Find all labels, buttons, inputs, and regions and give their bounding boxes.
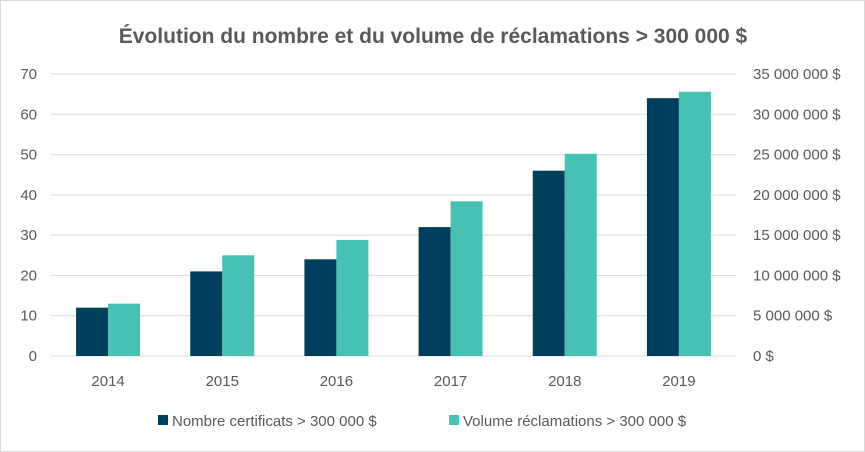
bar-nombre-2014: [76, 307, 109, 356]
gridlines: [51, 73, 736, 357]
x-axis: 2014 2015 2016 2017 2018 2019: [91, 373, 695, 390]
x-tick-label: 2014: [91, 373, 124, 390]
y-left-tick-label: 70: [20, 66, 37, 83]
x-tick-label: 2015: [206, 373, 239, 390]
y-left-tick-label: 30: [20, 227, 37, 244]
x-tick-label: 2016: [320, 373, 353, 390]
y-right-tick-label: 5 000 000 $: [753, 308, 833, 325]
bar-volume-2017: [450, 201, 483, 356]
bar-volume-2014: [108, 303, 141, 356]
legend-label-nombre: Nombre certificats > 300 000 $: [172, 413, 377, 430]
bar-nombre-2015: [190, 271, 223, 356]
y-left-tick-label: 50: [20, 147, 37, 164]
bar-nombre-2018: [532, 170, 565, 356]
x-tick-label: 2017: [434, 373, 467, 390]
y-right-tick-label: 35 000 000 $: [753, 66, 841, 83]
y-left-tick-label: 0: [29, 348, 37, 365]
bar-nombre-2016: [304, 259, 337, 356]
bar-volume-2016: [336, 239, 369, 356]
bar-nombre-2019: [646, 98, 679, 357]
bar-volume-2018: [564, 153, 597, 356]
y-right-tick-label: 10 000 000 $: [753, 267, 841, 284]
legend-swatch-nombre: [158, 415, 168, 425]
y-right-tick-label: 20 000 000 $: [753, 187, 841, 204]
y-right-tick-label: 25 000 000 $: [753, 147, 841, 164]
y-right-tick-label: 30 000 000 $: [753, 106, 841, 123]
x-tick-label: 2018: [548, 373, 581, 390]
legend-swatch-volume: [449, 415, 459, 425]
y-axis-right: 0 $ 5 000 000 $ 10 000 000 $ 15 000 000 $ 20…: [753, 66, 841, 365]
y-right-tick-label: 15 000 000 $: [753, 227, 841, 244]
bar-nombre-2017: [418, 227, 451, 356]
bar-volume-2015: [222, 255, 255, 356]
chart-title: Évolution du nombre et du volume de récl…: [119, 25, 748, 48]
legend: Nombre certificats > 300 000 $ Volume ré…: [158, 413, 687, 430]
y-left-tick-label: 40: [20, 187, 37, 204]
x-tick-label: 2019: [662, 373, 695, 390]
bars: [76, 91, 711, 357]
y-axis-left: 0 10 20 30 40 50 60 70: [20, 66, 37, 365]
y-left-tick-label: 60: [20, 106, 37, 123]
y-left-tick-label: 20: [20, 267, 37, 284]
bar-volume-2019: [678, 91, 711, 357]
y-right-tick-label: 0 $: [753, 348, 775, 365]
y-left-tick-label: 10: [20, 308, 37, 325]
legend-label-volume: Volume réclamations > 300 000 $: [463, 413, 687, 430]
